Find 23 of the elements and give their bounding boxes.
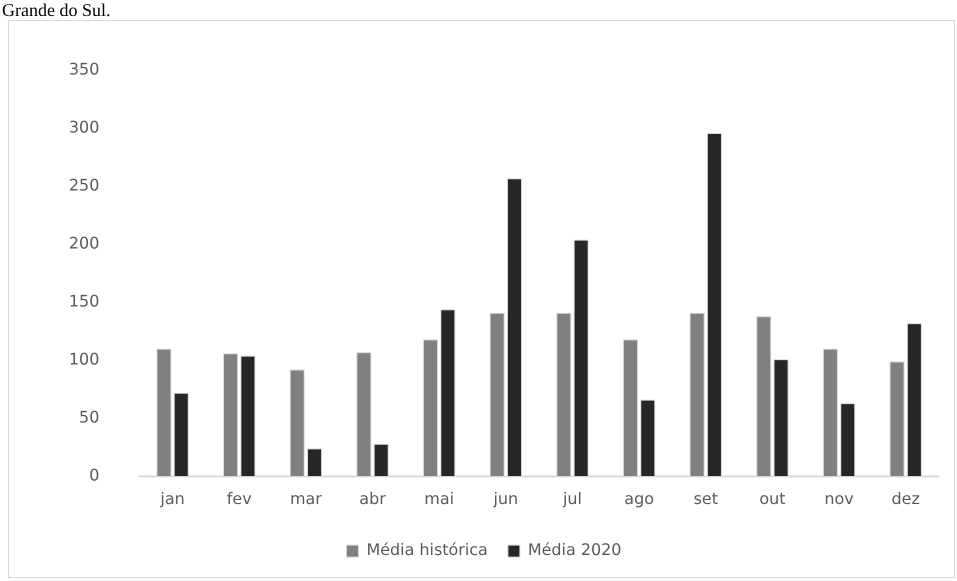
- x-tick-label: jun: [492, 488, 518, 508]
- text: Grande do Sul.: [1, 0, 112, 20]
- x-tick-label: mai: [424, 488, 454, 508]
- legend-label: Média histórica: [366, 540, 488, 560]
- x-tick-label: fev: [226, 488, 252, 508]
- y-tick-label: 50: [79, 407, 100, 426]
- y-tick-label: 350: [68, 60, 100, 79]
- x-tick-label: mar: [290, 488, 322, 508]
- x-tick-label: jul: [562, 488, 582, 508]
- y-tick-label: 250: [68, 176, 100, 194]
- x-tick-label: abr: [359, 488, 386, 508]
- y-tick-label: 100: [68, 349, 100, 368]
- x-tick-label: nov: [824, 488, 854, 508]
- y-tick-label: 300: [68, 118, 100, 137]
- x-tick-label: ago: [624, 488, 654, 508]
- y-tick-label: 200: [68, 233, 100, 252]
- y-tick-label: 0: [89, 465, 100, 484]
- x-tick-label: out: [759, 488, 786, 508]
- legend-label: Média 2020: [528, 540, 622, 560]
- x-tick-label: jan: [159, 488, 185, 508]
- y-tick-label: 150: [68, 291, 100, 310]
- x-tick-label: dez: [892, 488, 920, 508]
- x-tick-label: set: [694, 488, 718, 508]
